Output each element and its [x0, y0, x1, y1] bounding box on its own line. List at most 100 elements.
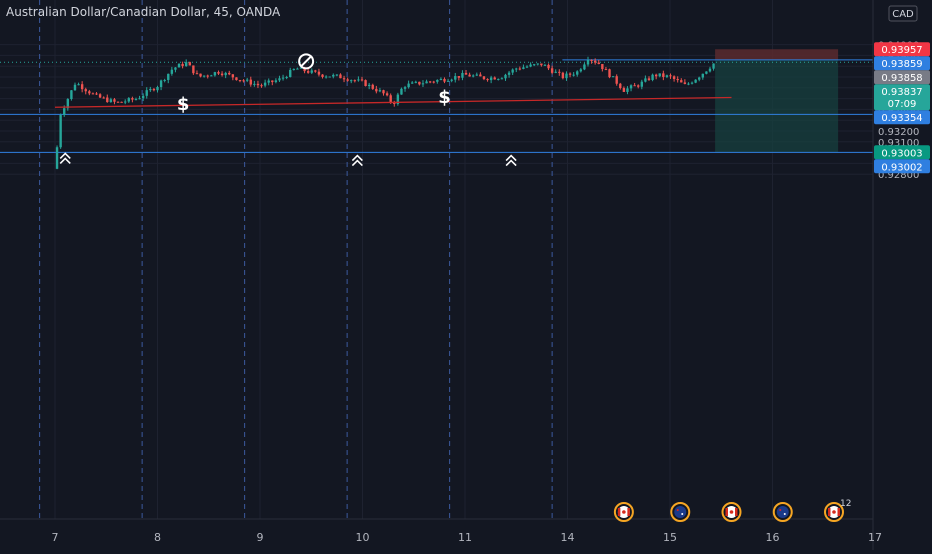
- candle-body: [267, 80, 270, 83]
- candle-body: [231, 74, 235, 78]
- candle-body: [192, 65, 195, 74]
- candle-body: [615, 76, 618, 84]
- candle-body: [619, 83, 622, 89]
- event-marker[interactable]: [772, 502, 793, 522]
- price-tick-label: 0.93200: [878, 127, 919, 138]
- price-label-entry[interactable]: 0.93858: [874, 70, 930, 85]
- candle: [367, 82, 371, 90]
- candle: [554, 69, 557, 74]
- candle: [382, 89, 385, 96]
- time-axis[interactable]: 7 8 9 10 11 14 15 16 17: [52, 531, 883, 544]
- candle: [586, 56, 590, 67]
- candle: [124, 99, 127, 105]
- candle: [245, 77, 249, 83]
- candle-body: [303, 67, 306, 72]
- candle-body: [461, 72, 464, 78]
- candle: [134, 97, 138, 101]
- candle-body: [601, 64, 604, 70]
- candle: [482, 75, 486, 81]
- price-label-level[interactable]: 0.93859: [874, 56, 930, 71]
- candle-body: [59, 114, 62, 148]
- candle: [206, 74, 209, 79]
- candle: [342, 75, 346, 83]
- event-marker[interactable]: [721, 502, 742, 522]
- candle-body: [228, 72, 231, 75]
- double-chevron-up-icon: [351, 154, 363, 167]
- event-marker[interactable]: [670, 502, 691, 522]
- support-trend-line[interactable]: [54, 96, 732, 108]
- candle: [446, 78, 450, 82]
- candle-body: [145, 90, 148, 96]
- price-label-text: 0.93957: [881, 45, 922, 56]
- candle: [199, 73, 202, 78]
- candle: [281, 74, 285, 81]
- candle-body: [378, 90, 382, 92]
- candle: [350, 79, 353, 84]
- candle-body: [249, 79, 252, 85]
- candle: [145, 87, 148, 99]
- candle-body: [242, 80, 245, 82]
- price-tick-label: 0.93100: [878, 138, 919, 149]
- position-zones[interactable]: [715, 49, 839, 153]
- candle-body: [640, 81, 644, 87]
- candle-body: [317, 71, 321, 75]
- candle: [680, 78, 683, 83]
- candle-body: [698, 77, 701, 80]
- candle: [242, 79, 245, 83]
- event-marker[interactable]: 12: [824, 499, 851, 522]
- candle: [73, 82, 77, 91]
- candle-body: [479, 74, 482, 77]
- candle-body: [454, 76, 457, 80]
- candle-body: [385, 93, 389, 96]
- candle-body: [256, 83, 260, 86]
- trend-line-layer[interactable]: [54, 96, 732, 108]
- flag-band: [828, 508, 831, 516]
- candle: [529, 62, 532, 68]
- candle-body: [260, 85, 263, 87]
- price-label-box: [874, 56, 930, 71]
- candle-body: [346, 79, 349, 81]
- candle-body: [651, 74, 654, 80]
- candle: [235, 77, 238, 81]
- candle-body: [55, 147, 59, 169]
- candle-body: [364, 80, 367, 87]
- currency-badge[interactable]: CAD: [892, 9, 914, 20]
- candle: [629, 84, 633, 92]
- candle: [712, 63, 715, 71]
- take-profit-zone[interactable]: [715, 59, 839, 153]
- candle: [321, 74, 324, 79]
- candle: [439, 77, 443, 81]
- stop-loss-zone[interactable]: [715, 49, 839, 60]
- candle-body: [676, 79, 679, 81]
- time-tick-label: 11: [458, 531, 472, 544]
- candle-body: [357, 79, 360, 81]
- candle: [371, 83, 374, 90]
- event-marker[interactable]: [613, 502, 634, 522]
- candle-body: [116, 101, 120, 103]
- flag-band: [735, 508, 738, 516]
- candle-body: [500, 78, 504, 80]
- price-label-level[interactable]: 0.93354: [874, 110, 930, 125]
- economic-events[interactable]: 12: [613, 499, 852, 522]
- candle: [131, 96, 134, 103]
- price-axis[interactable]: 0.940000.939000.938000.937000.936000.935…: [874, 41, 930, 182]
- price-label-stop[interactable]: 0.93957: [874, 42, 930, 57]
- candle-body: [504, 74, 507, 79]
- candle: [249, 76, 252, 87]
- candle: [590, 59, 593, 64]
- candle-body: [328, 76, 331, 78]
- currency-badge-box[interactable]: [888, 5, 918, 22]
- candle: [651, 73, 654, 82]
- price-label-target[interactable]: 0.93003: [874, 145, 930, 160]
- candle-body: [515, 68, 518, 70]
- candle-body: [195, 73, 199, 75]
- price-label-level[interactable]: 0.93002: [874, 159, 930, 174]
- candle-body: [669, 75, 672, 77]
- time-tick-label: 17: [868, 531, 882, 544]
- horizontal-levels[interactable]: [0, 59, 873, 153]
- candle: [167, 73, 170, 84]
- candle: [690, 81, 694, 85]
